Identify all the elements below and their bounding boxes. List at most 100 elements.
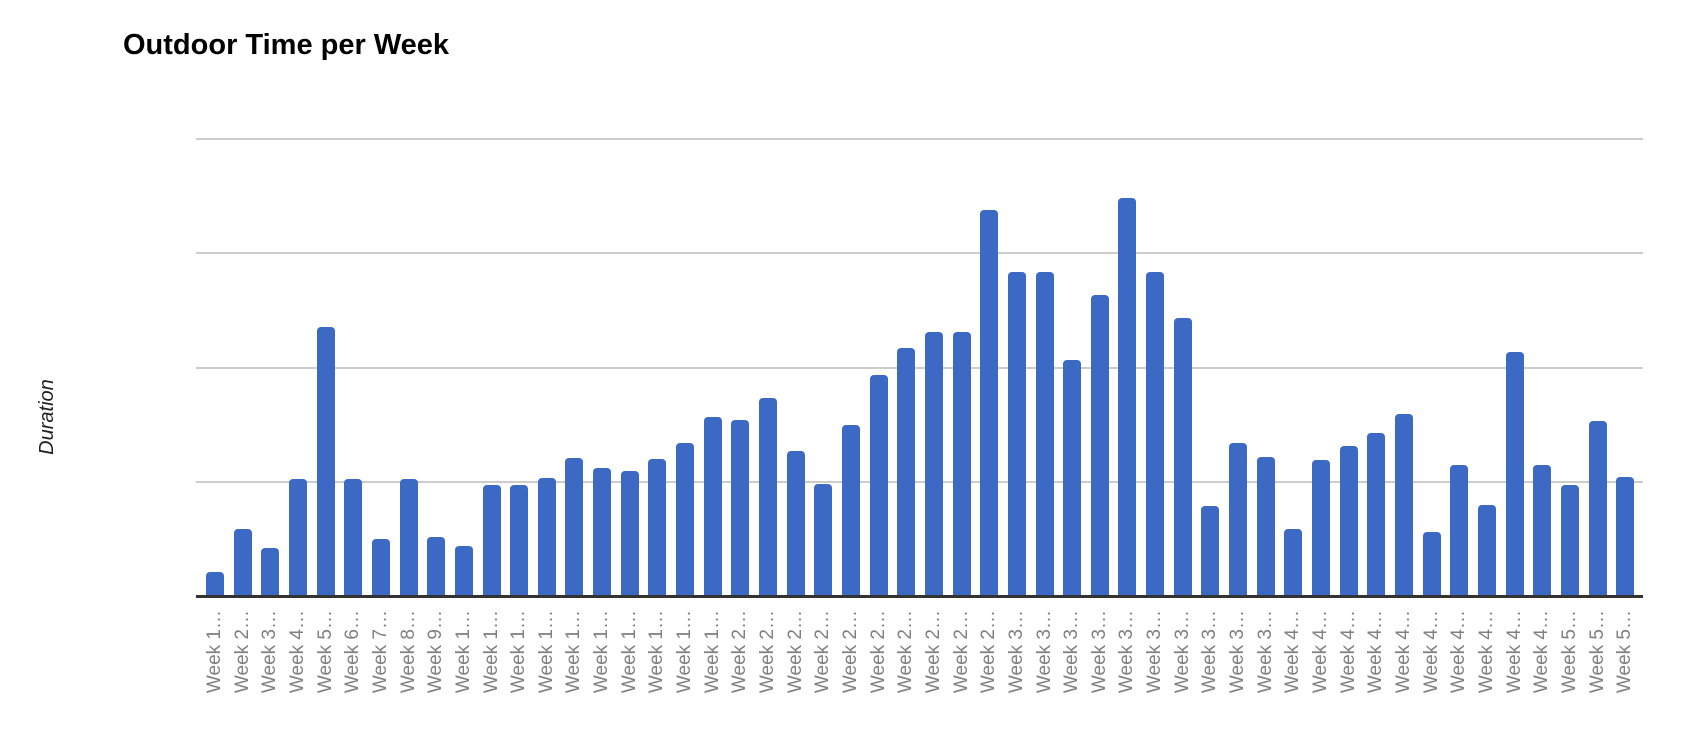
bar-week-37[interactable]	[1201, 506, 1220, 596]
x-axis-label: Week 1…	[701, 610, 723, 694]
x-axis-label: Week 4…	[286, 610, 308, 694]
bar-week-2[interactable]	[233, 529, 252, 596]
x-axis-label: Week 2…	[922, 610, 944, 694]
x-axis-label: Week 2…	[729, 610, 751, 694]
y-axis-title: Duration	[36, 379, 58, 455]
bar-week-49[interactable]	[1533, 465, 1552, 596]
bar-week-32[interactable]	[1063, 360, 1082, 596]
gridline	[196, 480, 1643, 483]
x-axis-label: Week 1…	[452, 610, 474, 694]
bar-week-23[interactable]	[814, 484, 833, 596]
bar-week-34[interactable]	[1118, 198, 1137, 596]
bar-week-52[interactable]	[1616, 477, 1635, 596]
bar-week-24[interactable]	[841, 425, 860, 596]
bar-week-20[interactable]	[731, 420, 750, 596]
bar-week-51[interactable]	[1588, 421, 1607, 596]
bar-week-33[interactable]	[1090, 295, 1109, 596]
bar-week-9[interactable]	[427, 537, 446, 596]
bar-week-45[interactable]	[1422, 532, 1441, 596]
x-axis-label: Week 4…	[1503, 610, 1525, 694]
gridline	[196, 138, 1643, 140]
x-axis-line	[196, 595, 1643, 598]
bar-week-48[interactable]	[1505, 352, 1524, 596]
bar-week-47[interactable]	[1477, 505, 1496, 596]
bar-week-4[interactable]	[288, 479, 307, 596]
x-axis-label: Week 1…	[508, 610, 530, 694]
x-axis-label: Week 3…	[1254, 610, 1276, 694]
bar-week-13[interactable]	[537, 478, 556, 596]
chart-title: Outdoor Time per Week	[123, 29, 450, 61]
gridline	[196, 366, 1643, 369]
bar-week-11[interactable]	[482, 485, 501, 596]
bar-week-50[interactable]	[1560, 485, 1579, 596]
bar-week-31[interactable]	[1035, 272, 1054, 596]
bar-week-16[interactable]	[620, 471, 639, 596]
x-axis-label: Week 1…	[618, 610, 640, 694]
bar-week-28[interactable]	[952, 332, 971, 596]
x-axis-label: Week 4…	[1448, 610, 1470, 694]
x-axis-label: Week 5…	[314, 610, 336, 694]
bar-week-7[interactable]	[371, 539, 390, 596]
x-axis-label: Week 4…	[1282, 610, 1304, 694]
x-axis-label: Week 3…	[1227, 610, 1249, 694]
bar-week-17[interactable]	[648, 459, 667, 596]
bar-week-8[interactable]	[399, 479, 418, 596]
x-axis-label: Week 5…	[1558, 610, 1580, 694]
x-axis-label: Week 1…	[480, 610, 502, 694]
bar-week-15[interactable]	[593, 468, 612, 596]
x-axis-label: Week 7…	[369, 610, 391, 694]
bar-week-38[interactable]	[1229, 443, 1248, 596]
x-axis-label: Week 4…	[1310, 610, 1331, 694]
bar-week-30[interactable]	[1007, 272, 1026, 596]
bar-week-22[interactable]	[786, 451, 805, 596]
x-axis-label: Week 1…	[535, 610, 557, 694]
x-axis-label: Week 3…	[1199, 610, 1221, 694]
bar-week-6[interactable]	[344, 479, 363, 596]
bar-week-21[interactable]	[759, 398, 777, 596]
bar-week-42[interactable]	[1339, 446, 1358, 596]
bar-week-1[interactable]	[206, 572, 224, 596]
x-axis-label: Week 3…	[1033, 610, 1055, 694]
bar-week-10[interactable]	[454, 546, 473, 596]
x-axis-label: Week 3…	[1171, 610, 1193, 694]
x-axis-label: Week 2…	[950, 610, 972, 694]
x-axis-label: Week 4…	[1365, 610, 1387, 694]
x-axis-label: Week 1…	[591, 610, 613, 694]
bar-week-43[interactable]	[1367, 433, 1386, 596]
x-axis-label: Week 8…	[397, 610, 419, 694]
plot-area	[196, 138, 1643, 596]
bar-week-35[interactable]	[1146, 272, 1165, 596]
bar-week-26[interactable]	[897, 348, 916, 596]
x-axis-label: Week 4…	[1337, 610, 1359, 694]
x-axis-label: Week 6…	[342, 610, 364, 694]
x-axis-label: Week 2…	[231, 610, 253, 694]
x-axis-label: Week 4…	[1475, 610, 1497, 694]
bar-week-36[interactable]	[1173, 318, 1192, 596]
bar-week-25[interactable]	[869, 375, 888, 596]
bar-week-5[interactable]	[316, 327, 335, 596]
x-axis-label: Week 2…	[757, 610, 778, 694]
x-axis-label: Week 1…	[646, 610, 668, 694]
x-axis-label: Week 4…	[1392, 610, 1414, 694]
x-axis-label: Week 2…	[812, 610, 834, 694]
x-axis-label: Week 1…	[204, 610, 225, 694]
bar-week-19[interactable]	[703, 417, 722, 596]
bar-week-12[interactable]	[510, 485, 529, 596]
x-axis-label: Week 2…	[978, 610, 1000, 694]
bar-week-39[interactable]	[1256, 457, 1275, 596]
bar-week-18[interactable]	[676, 443, 695, 596]
x-axis-label: Week 3…	[1116, 610, 1138, 694]
bar-week-29[interactable]	[980, 210, 999, 596]
bar-week-40[interactable]	[1284, 529, 1303, 596]
bar-week-44[interactable]	[1394, 414, 1413, 596]
bar-week-41[interactable]	[1312, 460, 1330, 596]
x-axis-label: Week 1…	[674, 610, 696, 694]
x-axis-label: Week 9…	[425, 610, 447, 694]
x-axis-label: Week 3…	[1061, 610, 1083, 694]
gridline	[196, 252, 1643, 255]
bar-week-27[interactable]	[924, 332, 943, 596]
x-axis-label: Week 2…	[895, 610, 917, 694]
bar-week-14[interactable]	[565, 458, 584, 596]
bar-week-3[interactable]	[261, 548, 280, 596]
bar-week-46[interactable]	[1450, 465, 1469, 596]
